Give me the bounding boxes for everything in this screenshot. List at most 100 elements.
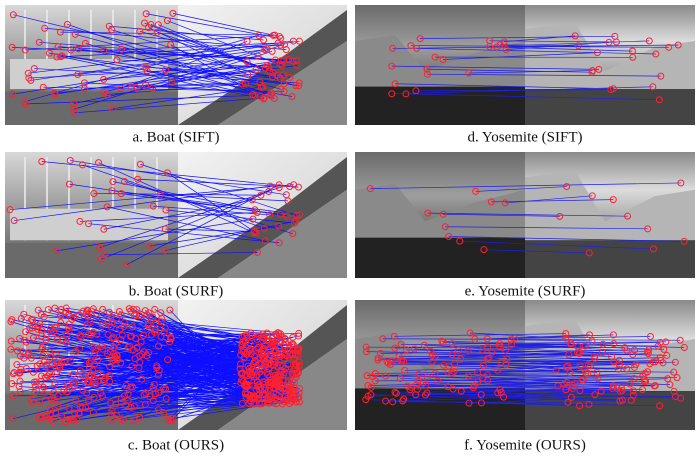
match-line xyxy=(101,345,264,352)
match-line xyxy=(150,24,274,74)
match-line xyxy=(111,190,300,215)
match-line xyxy=(98,162,255,233)
keypoint xyxy=(152,390,160,398)
keypoint xyxy=(80,79,88,87)
keypoint xyxy=(51,323,59,331)
keypoint xyxy=(111,353,119,361)
keypoint xyxy=(97,255,105,263)
keypoint xyxy=(50,397,58,405)
keypoint xyxy=(612,38,620,46)
keypoint xyxy=(597,387,605,395)
keypoint xyxy=(161,324,169,332)
keypoint xyxy=(646,333,654,341)
keypoint xyxy=(46,370,54,378)
match-line xyxy=(443,360,661,366)
keypoint xyxy=(141,307,149,315)
keypoint xyxy=(252,66,260,74)
keypoint xyxy=(40,313,48,321)
keypoint xyxy=(100,75,108,83)
keypoint xyxy=(507,336,515,344)
keypoint xyxy=(94,369,102,377)
keypoint xyxy=(9,370,17,378)
keypoint xyxy=(27,354,35,362)
keypoint xyxy=(259,337,267,345)
keypoint xyxy=(107,323,115,331)
keypoint xyxy=(100,88,108,96)
match-line xyxy=(126,184,280,265)
keypoint xyxy=(292,361,300,369)
match-line xyxy=(167,20,283,66)
keypoint xyxy=(291,364,299,372)
keypoint xyxy=(70,99,78,107)
keypoint xyxy=(273,351,281,359)
keypoint xyxy=(440,361,448,369)
keypoint xyxy=(666,381,674,389)
keypoint xyxy=(70,409,78,417)
keypoint xyxy=(281,344,289,352)
keypoint xyxy=(61,418,69,426)
match-line xyxy=(390,361,676,366)
keypoint xyxy=(154,406,162,414)
keypoint xyxy=(673,374,681,382)
keypoint xyxy=(9,90,17,98)
keypoint xyxy=(150,380,158,388)
match-line xyxy=(21,318,250,404)
keypoint xyxy=(239,377,247,385)
keypoint xyxy=(35,413,43,421)
keypoint xyxy=(638,386,646,394)
match-line xyxy=(165,228,255,232)
keypoint xyxy=(369,373,377,381)
keypoint xyxy=(112,339,120,347)
keypoint xyxy=(167,41,175,49)
keypoint xyxy=(413,44,421,52)
keypoint xyxy=(293,62,301,70)
keypoint xyxy=(78,161,86,169)
keypoint xyxy=(88,343,96,351)
keypoint xyxy=(286,73,294,81)
keypoint xyxy=(85,378,93,386)
keypoint xyxy=(556,212,564,220)
match-line xyxy=(172,13,280,37)
keypoint xyxy=(167,333,175,341)
keypoint xyxy=(251,91,259,99)
keypoint xyxy=(54,402,62,410)
caption: a. Boat (SIFT) xyxy=(132,129,219,145)
keypoint xyxy=(134,175,142,183)
match-line xyxy=(459,240,654,250)
keypoint xyxy=(109,357,117,365)
keypoint xyxy=(384,359,392,367)
match-line xyxy=(437,372,646,382)
keypoint xyxy=(288,397,296,405)
keypoint xyxy=(237,360,245,368)
keypoint xyxy=(158,315,166,323)
keypoint xyxy=(163,17,171,25)
keypoint xyxy=(155,342,163,350)
keypoint xyxy=(609,85,617,93)
match-line xyxy=(420,35,615,40)
keypoint xyxy=(142,10,150,18)
keypoint xyxy=(138,375,146,383)
keypoint xyxy=(391,388,399,396)
keypoint xyxy=(246,370,254,378)
keypoint xyxy=(562,386,570,394)
keypoint xyxy=(141,401,149,409)
keypoint xyxy=(503,355,511,363)
match-line xyxy=(503,390,580,398)
keypoint xyxy=(680,237,688,245)
keypoint xyxy=(644,350,652,358)
keypoint xyxy=(585,400,593,408)
keypoint xyxy=(396,374,404,382)
caption: b. Boat (SURF) xyxy=(129,283,224,299)
keypoint xyxy=(414,377,422,385)
match-line xyxy=(58,46,282,61)
keypoint xyxy=(362,343,370,351)
keypoint xyxy=(151,328,159,336)
keypoint xyxy=(264,396,272,404)
match-line xyxy=(73,44,285,110)
keypoint xyxy=(30,65,38,73)
keypoint xyxy=(166,306,174,314)
keypoint xyxy=(42,412,50,420)
keypoint xyxy=(164,356,172,364)
keypoint xyxy=(456,237,464,245)
keypoint xyxy=(53,53,61,61)
